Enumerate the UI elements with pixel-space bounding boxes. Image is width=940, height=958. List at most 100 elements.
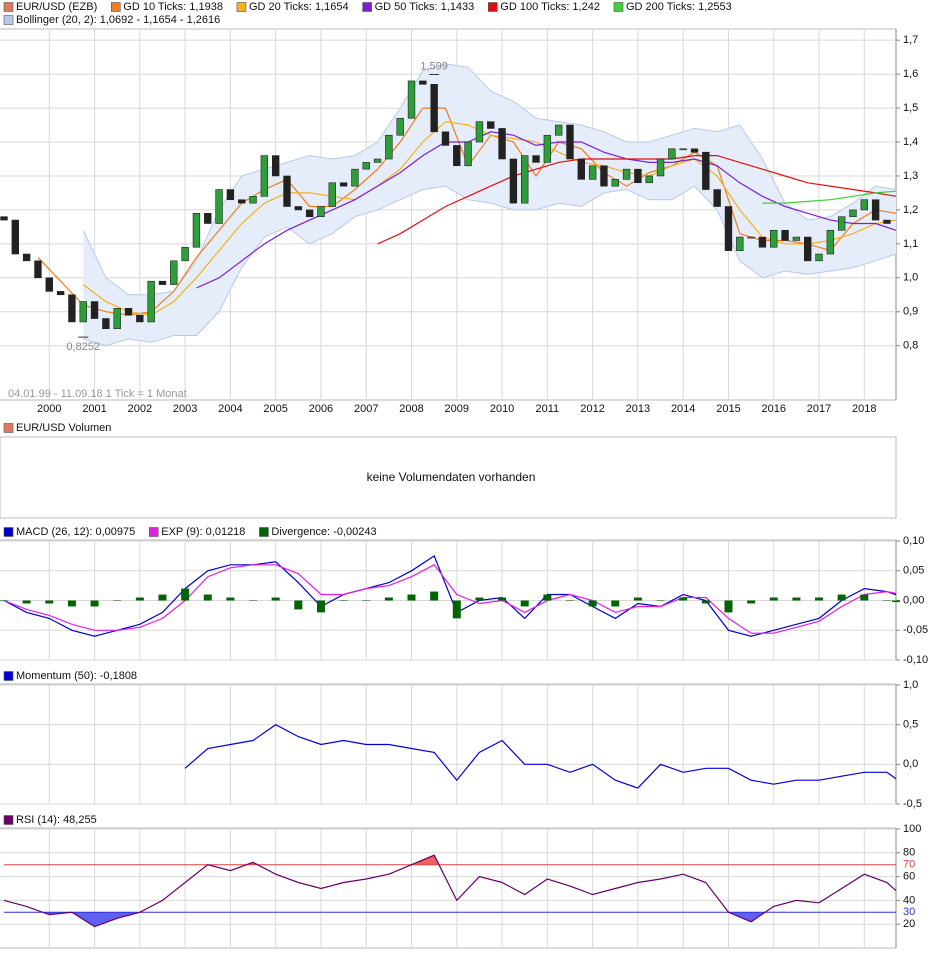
x-tick-label: 2018 [852, 403, 876, 415]
candle [588, 165, 597, 180]
candle [656, 158, 665, 177]
divergence-bar [45, 600, 54, 604]
candle [713, 189, 721, 207]
legend-swatch [3, 423, 14, 433]
candle [464, 141, 472, 167]
candle [22, 253, 31, 262]
legend-swatch [487, 2, 498, 12]
indicator-line [3, 564, 897, 634]
divergence-bar [792, 597, 801, 601]
candle [430, 84, 438, 133]
divergence-bar [475, 597, 484, 601]
candle [147, 280, 155, 323]
candle [702, 151, 710, 190]
rsi-zone-fill [4, 912, 896, 927]
x-tick-label: 2008 [399, 403, 423, 415]
y-tick-label: 60 [903, 871, 915, 883]
divergence-bar [892, 600, 900, 602]
candle [102, 318, 110, 330]
legend-swatch [613, 2, 624, 12]
divergence-bar [837, 594, 846, 601]
divergence-bar [294, 600, 303, 610]
y-tick-label: 1,4 [903, 136, 918, 148]
candle [192, 213, 201, 248]
legend-label: GD 200 Ticks: 1,2553 [626, 1, 732, 13]
y-tick-label: 1,0 [903, 679, 918, 691]
candle [543, 134, 552, 163]
annotation: 0,8252 [66, 341, 100, 353]
x-tick-label: 2016 [762, 403, 786, 415]
candle [679, 148, 687, 151]
candle [215, 189, 223, 224]
legend-label: MACD (26, 12): 0,00975 [16, 526, 135, 538]
divergence-bar [882, 600, 891, 601]
candle [396, 117, 404, 136]
divergence-bar [203, 594, 212, 601]
legend-label: Divergence: -0,00243 [271, 526, 376, 538]
divergence-bar [90, 600, 99, 607]
candle [883, 219, 891, 224]
candle [283, 175, 291, 207]
candle [271, 155, 280, 177]
divergence-bar [543, 594, 552, 601]
rsi-level-label: 30 [903, 906, 915, 918]
y-tick-label: 0,10 [903, 535, 924, 547]
legend-label: EUR/USD Volumen [16, 422, 111, 434]
candle [849, 209, 857, 217]
divergence-bar [815, 597, 824, 601]
x-tick-label: 2011 [536, 403, 560, 415]
candle [56, 291, 65, 296]
divergence-bar [271, 597, 280, 601]
legend-swatch [148, 527, 159, 537]
legend-label: Bollinger (20, 2): 1,0692 - 1,1654 - 1,2… [16, 14, 220, 26]
moving-average [377, 155, 897, 245]
legend-swatch [362, 2, 372, 12]
moving-average [762, 190, 897, 204]
y-tick-label: 0,5 [903, 719, 918, 731]
candle [668, 148, 676, 160]
divergence-bar [316, 600, 325, 613]
candle [373, 158, 382, 163]
candle [826, 229, 835, 255]
candle [758, 236, 767, 248]
divergence-bar [588, 600, 597, 607]
x-tick-label: 2005 [263, 403, 287, 415]
candle [690, 148, 699, 153]
candle [407, 80, 416, 119]
candle [509, 158, 518, 204]
divergence-bar [22, 600, 31, 604]
x-tick-label: 2009 [445, 403, 469, 415]
x-tick-label: 2014 [671, 403, 695, 415]
y-tick-label: -0,10 [903, 654, 928, 666]
divergence-bar [0, 600, 8, 601]
y-tick-label: 1,1 [903, 238, 918, 250]
y-tick-label: 0,05 [903, 565, 924, 577]
candle [181, 246, 189, 262]
candle [781, 229, 789, 241]
candle [136, 314, 144, 323]
divergence-bar [67, 600, 76, 607]
legend-swatch [3, 815, 14, 825]
divergence-bar [656, 600, 665, 601]
x-tick-label: 2012 [580, 403, 604, 415]
candle [498, 128, 506, 160]
divergence-bar [249, 600, 258, 601]
y-tick-label: 80 [903, 847, 915, 859]
legend-swatch [3, 15, 14, 25]
y-tick-label: -0,05 [903, 624, 928, 636]
legend-label: GD 10 Ticks: 1,1938 [123, 1, 223, 13]
candle [339, 182, 348, 187]
volume-box [0, 436, 897, 519]
x-tick-label: 2015 [716, 403, 740, 415]
y-tick-label: 0,0 [903, 758, 918, 770]
legend-label: GD 100 Ticks: 1,242 [500, 1, 600, 13]
candle [68, 294, 76, 323]
bollinger-fill [83, 63, 896, 346]
divergence-bar [430, 591, 439, 601]
candle [158, 280, 167, 285]
candle [815, 253, 823, 262]
volume-message: keine Volumendaten vorhanden [367, 470, 536, 484]
legend-label: EUR/USD (EZB) [16, 1, 97, 13]
candle [804, 236, 812, 262]
